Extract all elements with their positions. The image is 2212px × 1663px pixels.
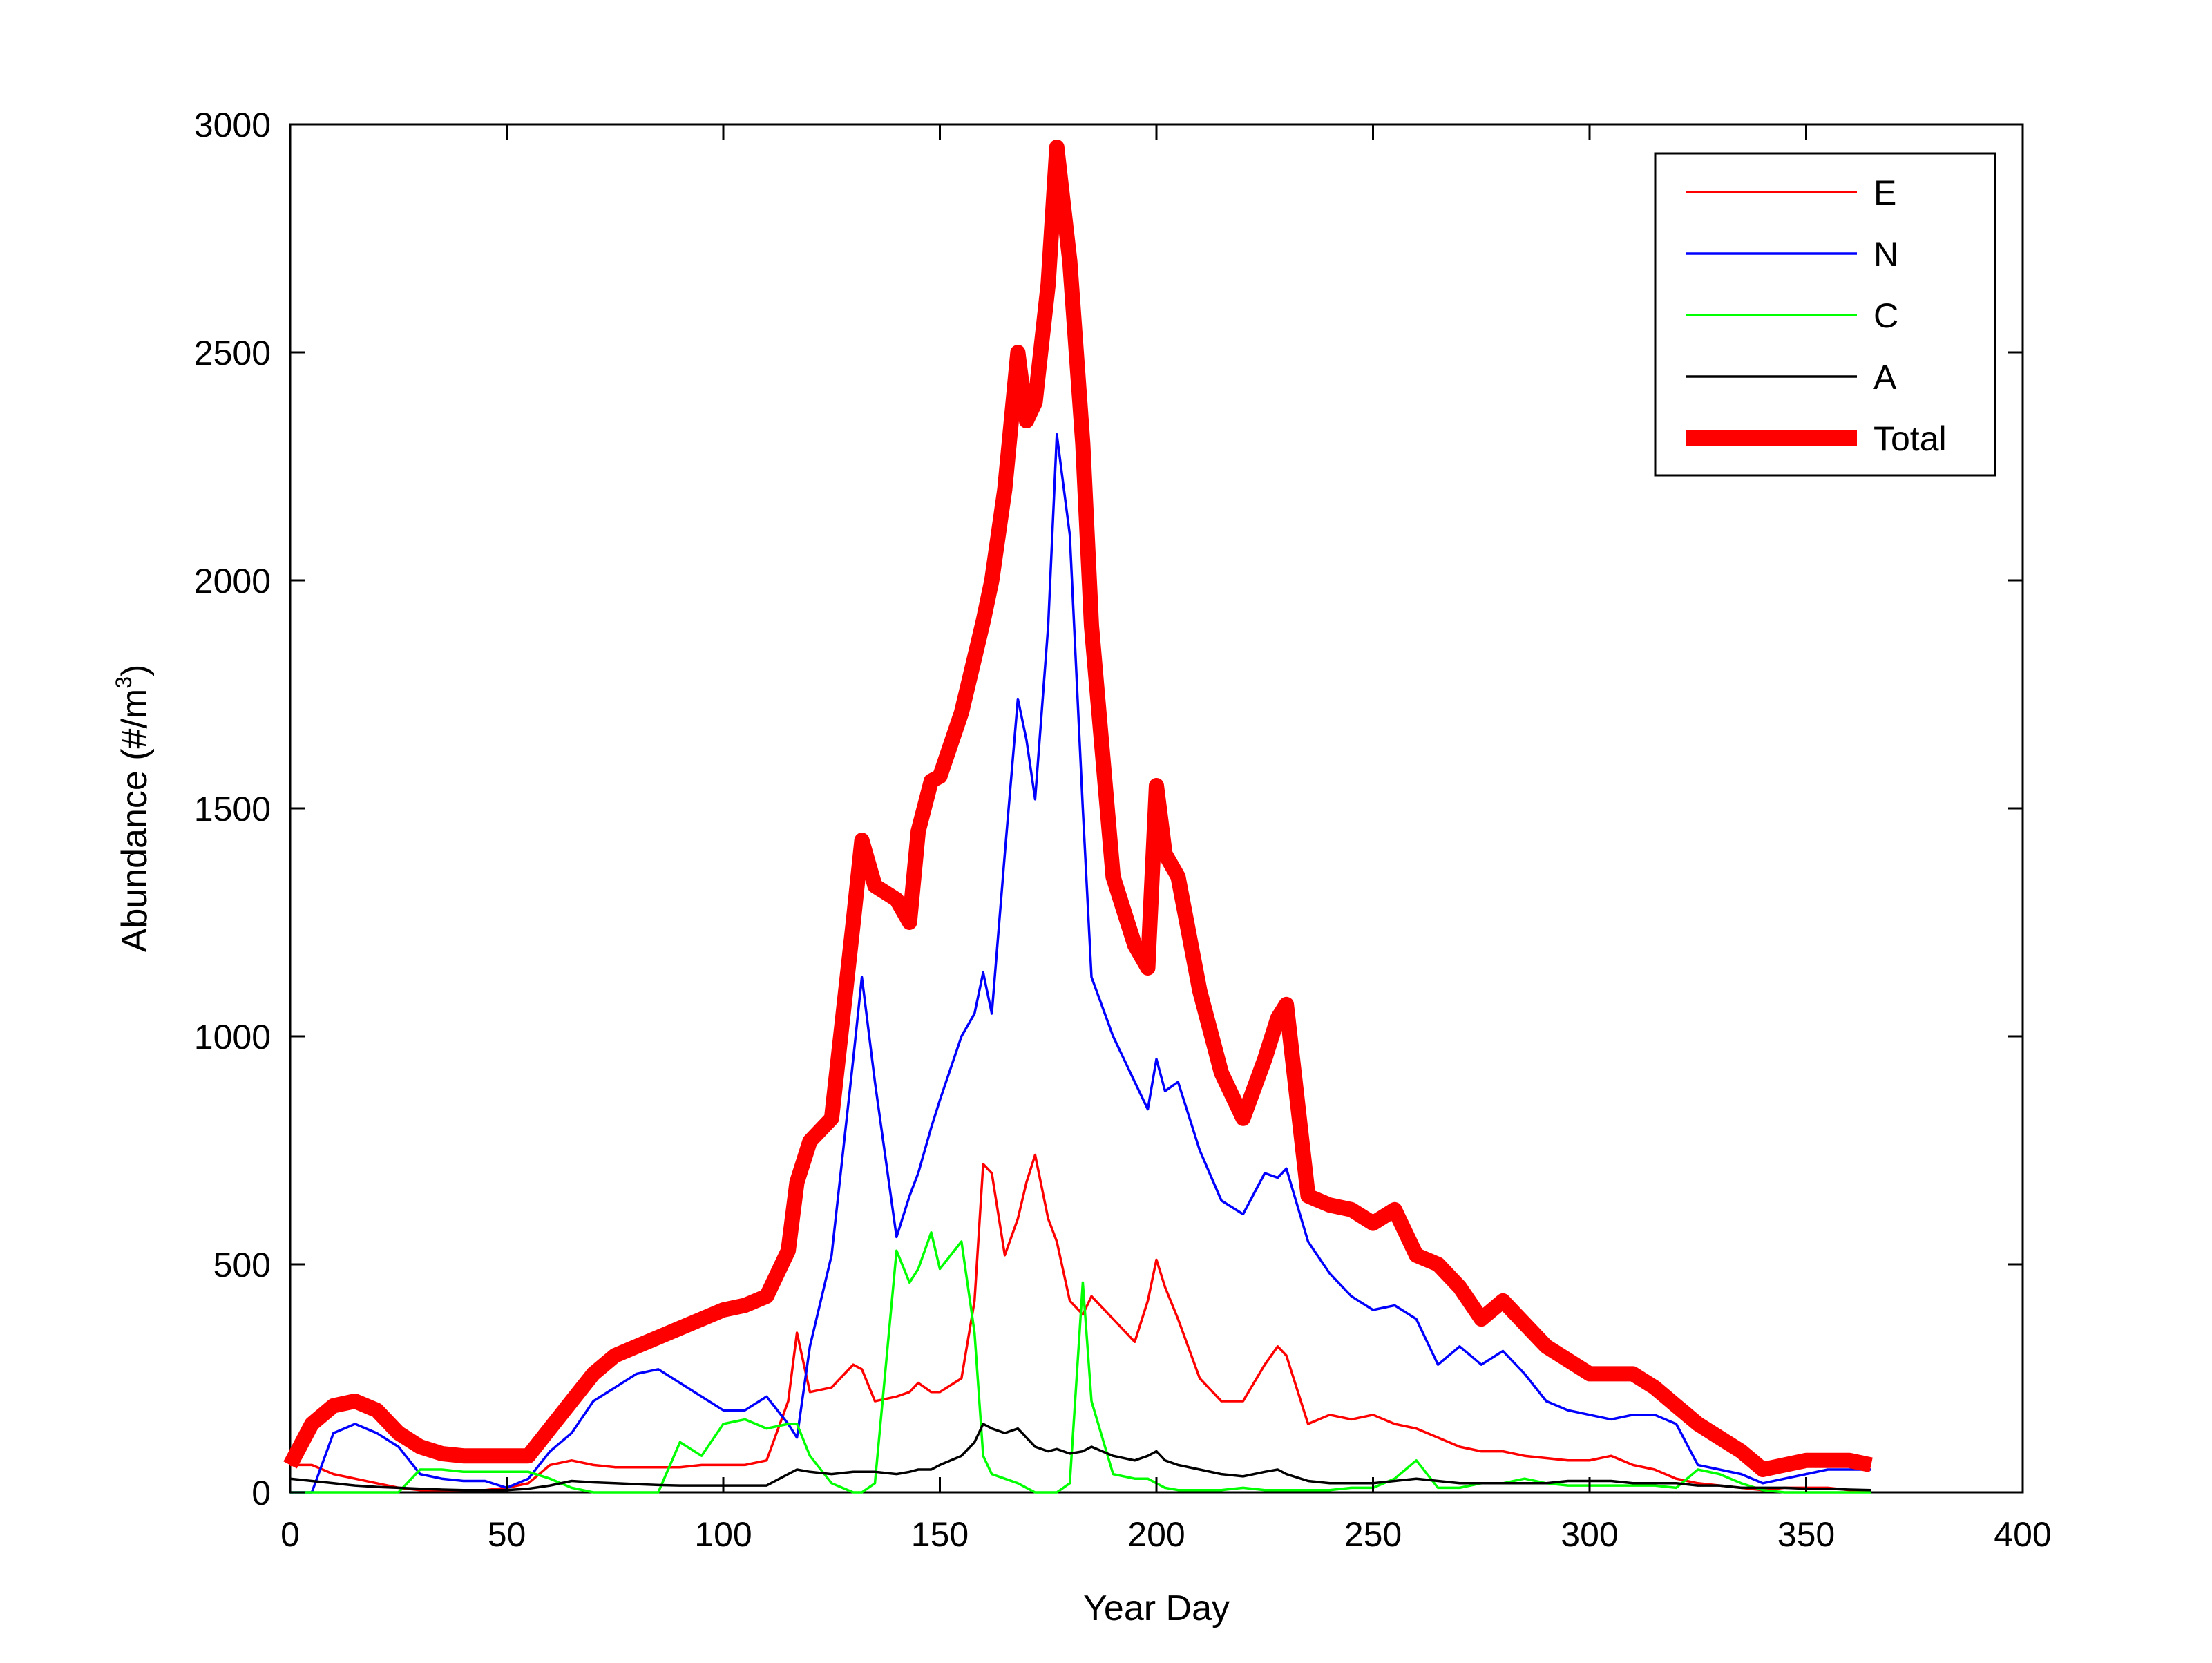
series-line-e xyxy=(290,1153,1871,1492)
y-tick-label-6: 3000 xyxy=(194,106,271,144)
y-tick-label-0: 0 xyxy=(251,1474,271,1512)
series-line-c xyxy=(290,1231,1871,1494)
y-tick-label-2: 1000 xyxy=(194,1018,271,1056)
x-tick-label-8: 400 xyxy=(1994,1515,2051,1554)
y-axis-label-close: ) xyxy=(115,665,155,676)
x-tick-label-3: 150 xyxy=(911,1515,969,1554)
x-tick-label-7: 350 xyxy=(1777,1515,1835,1554)
y-tick-label-4: 2000 xyxy=(194,562,271,600)
series-line-total xyxy=(283,140,1873,1477)
x-tick-label-2: 100 xyxy=(694,1515,752,1554)
y-tick-label-3: 1500 xyxy=(194,790,271,828)
y-axis-label: Abundance (#/m3) xyxy=(111,665,155,953)
x-tick-label-0: 0 xyxy=(280,1515,300,1554)
y-tick-label-1: 500 xyxy=(213,1246,271,1284)
axes-layer: 0 50 100 150 200 250 300 350 400 0 500 1000 1500 2000… xyxy=(194,106,2052,1554)
legend-label-c: C xyxy=(1873,296,1898,335)
x-tick-label-6: 300 xyxy=(1561,1515,1618,1554)
y-axis-label-text: Abundance (#/m xyxy=(115,689,155,953)
legend-label-total: Total xyxy=(1873,419,1947,458)
legend-label-n: N xyxy=(1873,235,1898,274)
series-layer xyxy=(283,140,1873,1494)
series-line-a xyxy=(289,1423,1871,1492)
legend-label-a: A xyxy=(1873,358,1897,397)
x-tick-label-1: 50 xyxy=(488,1515,526,1554)
y-axis-label-sup: 3 xyxy=(111,676,136,689)
y-tick-label-5: 2500 xyxy=(194,334,271,372)
x-axis-label: Year Day xyxy=(1083,1588,1230,1628)
x-tick-label-4: 200 xyxy=(1127,1515,1185,1554)
legend-label-e: E xyxy=(1873,173,1896,212)
x-tick-label-5: 250 xyxy=(1344,1515,1402,1554)
series-line-n xyxy=(290,433,1871,1494)
